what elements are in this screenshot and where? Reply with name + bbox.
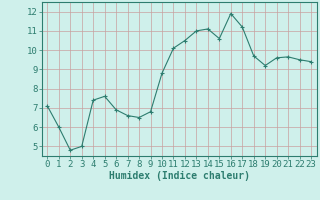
- X-axis label: Humidex (Indice chaleur): Humidex (Indice chaleur): [109, 171, 250, 181]
